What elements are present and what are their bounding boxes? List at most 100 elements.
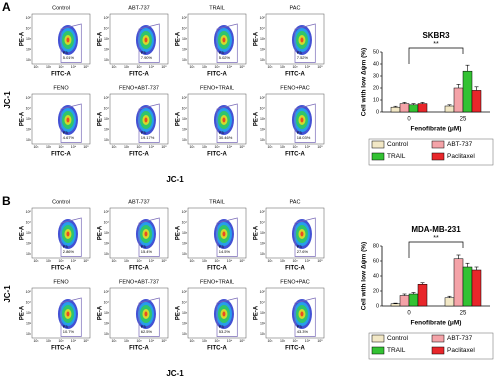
flow-y-tick: 10¹: [182, 58, 188, 62]
flow-y-tick: 10¹: [182, 252, 188, 256]
plot-title: FENO+TRAIL: [200, 85, 234, 91]
flow-y-tick: 10¹: [260, 332, 266, 336]
bar: [390, 106, 401, 113]
flow-y-tick: 10³: [260, 117, 266, 121]
gate-name: P3: [63, 50, 69, 55]
flow-x-tick: 10²: [280, 65, 286, 69]
plot-x-label: FITC-A: [207, 346, 227, 352]
flow-y-tick: 10²: [26, 127, 32, 131]
flow-x-tick: 10¹: [111, 339, 117, 343]
gate-name: P3: [219, 324, 225, 329]
flow-y-tick: 10⁵: [26, 210, 32, 214]
flow-x-tick: 10⁴: [305, 145, 311, 149]
flow-y-tick: 10²: [26, 47, 32, 51]
flow-x-tick: 10¹: [189, 145, 195, 149]
flow-x-tick: 10²: [124, 259, 130, 263]
bar: [417, 284, 428, 307]
flow-x-tick: 10³: [214, 65, 220, 69]
bar: [462, 266, 473, 307]
x-tick-label: 25: [460, 117, 467, 123]
gate: [138, 103, 160, 143]
cell-cloud: [144, 37, 148, 43]
gate: [294, 23, 316, 63]
gate-percent: 4.67%: [63, 135, 75, 140]
flow-y-tick: 10³: [182, 231, 188, 235]
cell-cloud: [222, 117, 226, 123]
flow-x-tick: 10⁵: [317, 145, 323, 149]
flow-y-tick: 10¹: [26, 252, 32, 256]
legend-frame: [368, 332, 494, 360]
flow-x-tick: 10⁵: [83, 65, 89, 69]
bar: [444, 105, 455, 113]
plot-x-label: FITC-A: [129, 346, 149, 352]
flow-x-tick: 10²: [202, 65, 208, 69]
plot-title: FENO+PAC: [280, 279, 309, 285]
flow-y-tick: 10²: [104, 127, 110, 131]
cell-cloud: [144, 311, 148, 317]
bar: [408, 293, 419, 307]
flow-y-tick: 10⁴: [104, 300, 110, 304]
flow-y-tick: 10⁴: [182, 26, 188, 30]
legend-swatch: [371, 140, 385, 149]
flow-y-tick: 10⁵: [260, 16, 266, 20]
legend-swatch: [431, 152, 445, 161]
plot-y-label: PE-A: [254, 111, 260, 126]
flow-x-tick: 10⁴: [149, 259, 155, 263]
plot-title: FENO+TRAIL: [200, 279, 234, 285]
flow-y-tick: 10¹: [26, 138, 32, 142]
flow-y-tick: 10⁴: [104, 220, 110, 224]
flow-y-tick: 10⁴: [104, 106, 110, 110]
flow-y-tick: 10²: [104, 47, 110, 51]
flow-y-tick: 10⁴: [26, 300, 32, 304]
y-tick-label: 60: [373, 258, 379, 264]
flow-y-tick: 10³: [26, 311, 32, 315]
flow-x-tick: 10²: [46, 339, 52, 343]
gate: [60, 297, 82, 337]
cell-cloud: [66, 117, 70, 123]
flow-x-tick: 10³: [136, 259, 142, 263]
flow-y-tick: 10³: [104, 311, 110, 315]
cell-cloud: [222, 37, 226, 43]
flow-y-tick: 10⁵: [104, 290, 110, 294]
gate: [138, 23, 160, 63]
flow-x-tick: 10⁵: [161, 339, 167, 343]
x-tick-label: 25: [460, 311, 467, 317]
plot-x-label: FITC-A: [51, 346, 71, 352]
plot-y-label: PE-A: [98, 225, 104, 240]
flow-y-tick: 10¹: [182, 138, 188, 142]
gate: [216, 23, 238, 63]
plot-title: PAC: [290, 5, 301, 11]
plot-y-label: PE-A: [254, 305, 260, 320]
flow-y-tick: 10⁴: [260, 26, 266, 30]
flow-x-tick: 10²: [202, 339, 208, 343]
legend-label: ABT-737: [447, 141, 473, 148]
flow-y-tick: 10⁵: [182, 210, 188, 214]
plot-x-label: FITC-A: [129, 72, 149, 78]
y-tick-label: 40: [373, 61, 379, 67]
flow-x-tick: 10²: [202, 145, 208, 149]
plot-title: PAC: [290, 199, 301, 205]
legend-swatch: [431, 140, 445, 149]
flow-x-tick: 10⁵: [83, 145, 89, 149]
flow-y-tick: 10⁵: [182, 16, 188, 20]
flow-y-tick: 10⁴: [182, 106, 188, 110]
cell-cloud: [66, 231, 70, 237]
plot-x-label: FITC-A: [207, 72, 227, 78]
flow-y-tick: 10³: [182, 311, 188, 315]
gate-name: P3: [141, 50, 147, 55]
gate-percent: 30.46%: [219, 135, 233, 140]
flow-x-tick: 10¹: [189, 65, 195, 69]
flow-x-tick: 10⁴: [149, 339, 155, 343]
legend-swatch: [431, 334, 445, 343]
flow-y-tick: 10¹: [260, 138, 266, 142]
flow-x-tick: 10⁵: [239, 65, 245, 69]
significance-label: **: [433, 235, 439, 242]
flow-y-tick: 10³: [104, 117, 110, 121]
flow-y-tick: 10⁴: [260, 106, 266, 110]
bar: [471, 90, 482, 113]
bar: [444, 297, 455, 307]
plot-x-label: FITC-A: [51, 152, 71, 158]
flow-x-tick: 10¹: [267, 145, 273, 149]
flow-x-tick: 10⁴: [71, 145, 77, 149]
plot-y-label: PE-A: [20, 305, 26, 320]
